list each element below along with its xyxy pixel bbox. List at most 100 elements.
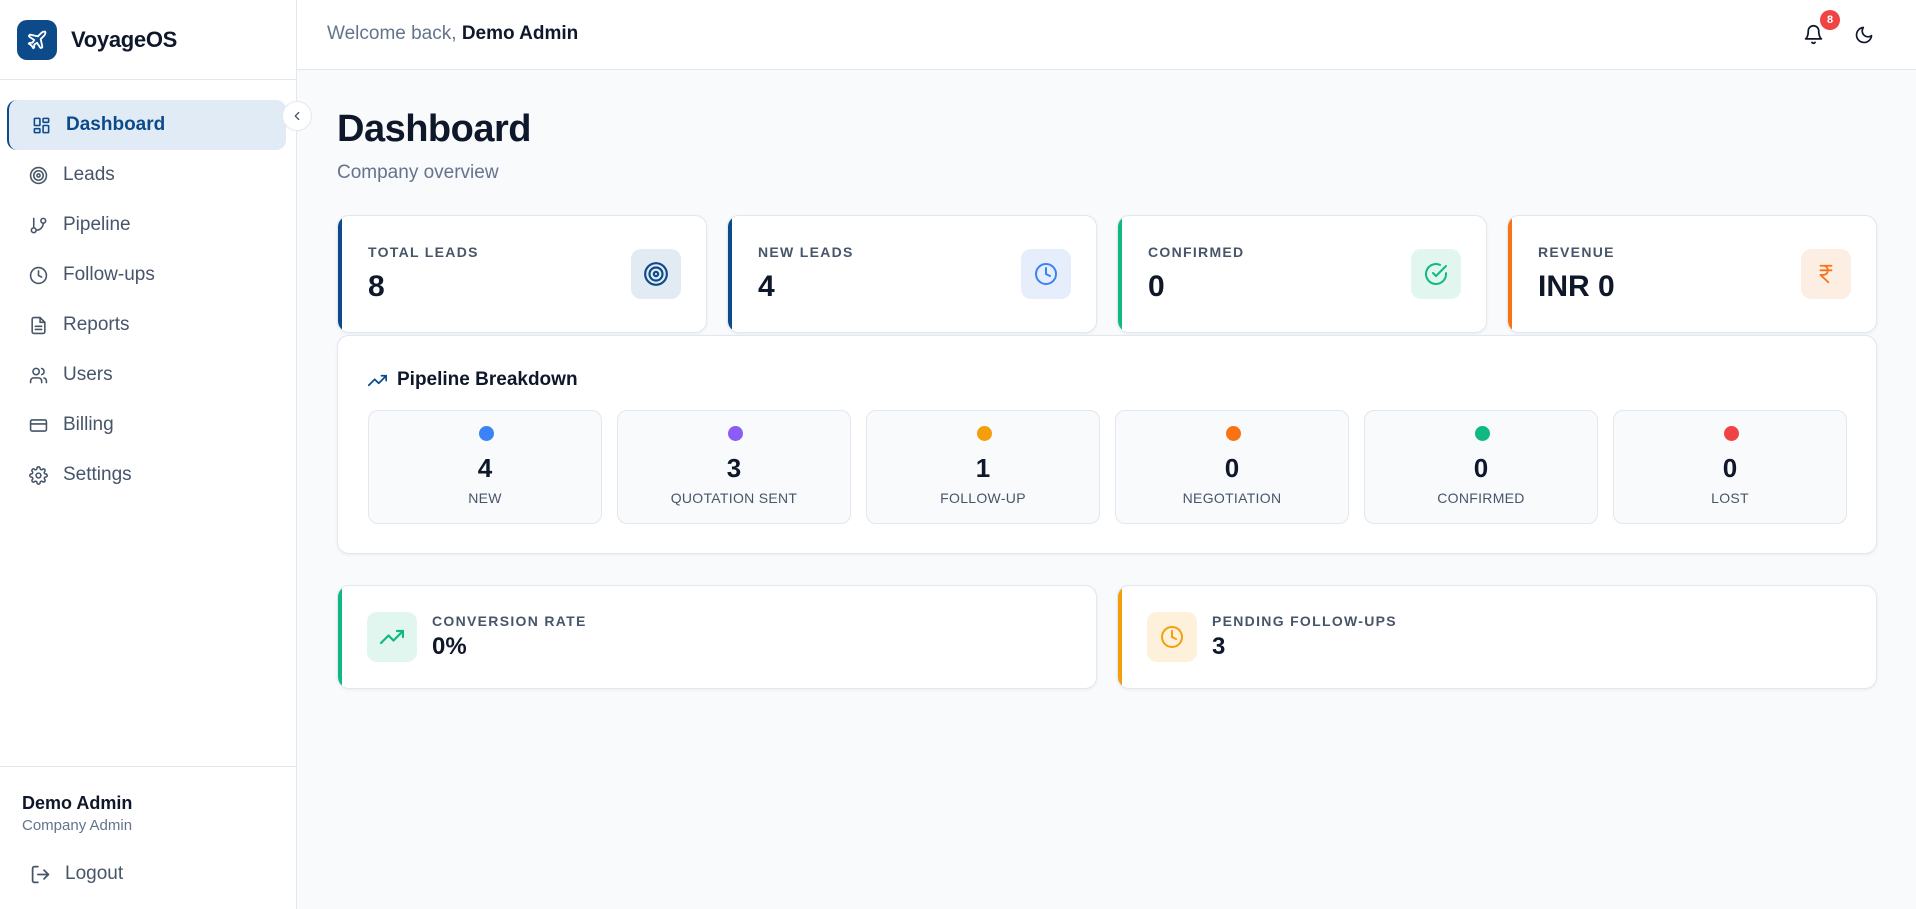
pipeline-heading: Pipeline Breakdown xyxy=(368,369,578,391)
sidebar-item-label: Dashboard xyxy=(66,114,166,135)
stat-label: REVENUE xyxy=(1538,244,1615,260)
metric-card-pending-follow-ups: PENDING FOLLOW-UPS 3 xyxy=(1117,585,1877,689)
sidebar-item-label: Leads xyxy=(63,164,115,185)
sidebar-nav: Dashboard Leads Pipeline Follow-ups Repo… xyxy=(7,100,286,500)
notifications-button[interactable] xyxy=(1803,24,1824,45)
pipeline-stage-lost[interactable]: 0 LOST xyxy=(1613,410,1847,524)
clock-icon xyxy=(1021,249,1071,299)
logout-button[interactable]: Logout xyxy=(30,863,123,885)
sidebar-item-label: Users xyxy=(63,364,113,385)
user-name: Demo Admin xyxy=(22,793,133,813)
trending-up-icon xyxy=(368,371,387,390)
status-dot xyxy=(479,426,494,441)
stage-name: CONFIRMED xyxy=(1437,490,1525,506)
page-subtitle: Company overview xyxy=(337,162,499,183)
sidebar-item-reports[interactable]: Reports xyxy=(7,300,286,350)
sidebar-item-pipeline[interactable]: Pipeline xyxy=(7,200,286,250)
stage-count: 0 xyxy=(1224,453,1240,483)
status-dot xyxy=(1475,426,1490,441)
target-icon xyxy=(27,164,49,186)
topbar: Welcome back, Demo Admin 8 xyxy=(297,0,1916,70)
stat-value: 4 xyxy=(758,270,775,303)
clock-icon xyxy=(27,264,49,286)
stat-value: 8 xyxy=(368,270,385,303)
welcome-prefix: Welcome back, xyxy=(327,23,457,44)
notification-badge: 8 xyxy=(1820,10,1840,30)
stat-card-total-leads: TOTAL LEADS 8 xyxy=(337,215,707,333)
dashboard-icon xyxy=(30,114,52,136)
brand[interactable]: VoyageOS xyxy=(0,0,296,80)
credit-card-icon xyxy=(27,414,49,436)
sidebar-item-leads[interactable]: Leads xyxy=(7,150,286,200)
sidebar-item-label: Billing xyxy=(63,414,114,435)
clock-icon xyxy=(1147,612,1197,662)
sidebar-item-label: Pipeline xyxy=(63,214,131,235)
card-accent xyxy=(1118,586,1122,688)
rupee-icon xyxy=(1801,249,1851,299)
welcome-user-name: Demo Admin xyxy=(461,23,579,44)
stage-name: LOST xyxy=(1711,490,1749,506)
pipeline-stage-negotiation[interactable]: 0 NEGOTIATION xyxy=(1115,410,1349,524)
stage-name: QUOTATION SENT xyxy=(670,490,798,506)
metric-value: 0% xyxy=(432,633,467,660)
sidebar: VoyageOS Dashboard Leads Pipeline Follow… xyxy=(0,0,297,909)
stage-count: 0 xyxy=(1473,453,1489,483)
pipeline-stage-quotation-sent[interactable]: 3 QUOTATION SENT xyxy=(617,410,851,524)
stat-card-revenue: REVENUE INR 0 xyxy=(1507,215,1877,333)
metric-label: PENDING FOLLOW-UPS xyxy=(1212,613,1397,629)
sidebar-item-label: Settings xyxy=(63,464,132,485)
collapse-sidebar-button[interactable] xyxy=(282,101,312,131)
target-icon xyxy=(631,249,681,299)
gear-icon xyxy=(27,464,49,486)
sidebar-item-billing[interactable]: Billing xyxy=(7,400,286,450)
pipeline-title: Pipeline Breakdown xyxy=(397,369,578,390)
sidebar-item-settings[interactable]: Settings xyxy=(7,450,286,500)
pipeline-stage-confirmed[interactable]: 0 CONFIRMED xyxy=(1364,410,1598,524)
sidebar-item-label: Reports xyxy=(63,314,130,335)
card-accent xyxy=(1118,216,1122,332)
stage-name: FOLLOW-UP xyxy=(940,490,1026,506)
logout-label: Logout xyxy=(65,863,124,884)
sidebar-item-follow-ups[interactable]: Follow-ups xyxy=(7,250,286,300)
brand-name: VoyageOS xyxy=(71,26,178,52)
stage-count: 4 xyxy=(477,453,493,483)
pipeline-breakdown-card: Pipeline Breakdown 4 NEW 3 QUOTATION SEN… xyxy=(337,335,1877,554)
page-title: Dashboard xyxy=(337,108,531,150)
stage-name: NEGOTIATION xyxy=(1182,490,1282,506)
status-dot xyxy=(728,426,743,441)
trending-up-icon xyxy=(367,612,417,662)
user-role: Company Admin xyxy=(22,817,133,834)
card-accent xyxy=(338,216,342,332)
pipeline-stage-follow-up[interactable]: 1 FOLLOW-UP xyxy=(866,410,1100,524)
stat-card-new-leads: NEW LEADS 4 xyxy=(727,215,1097,333)
sidebar-item-label: Follow-ups xyxy=(63,264,155,285)
sidebar-item-dashboard[interactable]: Dashboard xyxy=(7,100,286,150)
status-dot xyxy=(1226,426,1241,441)
stage-count: 0 xyxy=(1722,453,1738,483)
stage-count: 1 xyxy=(975,453,991,483)
pipeline-stage-new[interactable]: 4 NEW xyxy=(368,410,602,524)
document-icon xyxy=(27,314,49,336)
card-accent xyxy=(728,216,732,332)
stat-value: INR 0 xyxy=(1538,270,1615,303)
card-accent xyxy=(1508,216,1512,332)
stat-label: CONFIRMED xyxy=(1148,244,1245,260)
sidebar-item-users[interactable]: Users xyxy=(7,350,286,400)
status-dot xyxy=(1724,426,1739,441)
status-dot xyxy=(977,426,992,441)
plane-logo-icon xyxy=(17,19,57,60)
welcome-message: Welcome back, Demo Admin xyxy=(327,23,578,45)
users-icon xyxy=(27,364,49,386)
stage-count: 3 xyxy=(726,453,742,483)
chevron-left-icon xyxy=(290,109,304,123)
stat-card-confirmed: CONFIRMED 0 xyxy=(1117,215,1487,333)
metric-label: CONVERSION RATE xyxy=(432,613,587,629)
stat-label: TOTAL LEADS xyxy=(368,244,479,260)
bell-icon xyxy=(1803,24,1824,45)
theme-toggle-button[interactable] xyxy=(1854,25,1874,45)
sidebar-footer: Demo Admin Company Admin Logout xyxy=(0,766,297,909)
logout-icon xyxy=(30,864,51,885)
check-circle-icon xyxy=(1411,249,1461,299)
metric-card-conversion-rate: CONVERSION RATE 0% xyxy=(337,585,1097,689)
metric-value: 3 xyxy=(1212,633,1226,660)
